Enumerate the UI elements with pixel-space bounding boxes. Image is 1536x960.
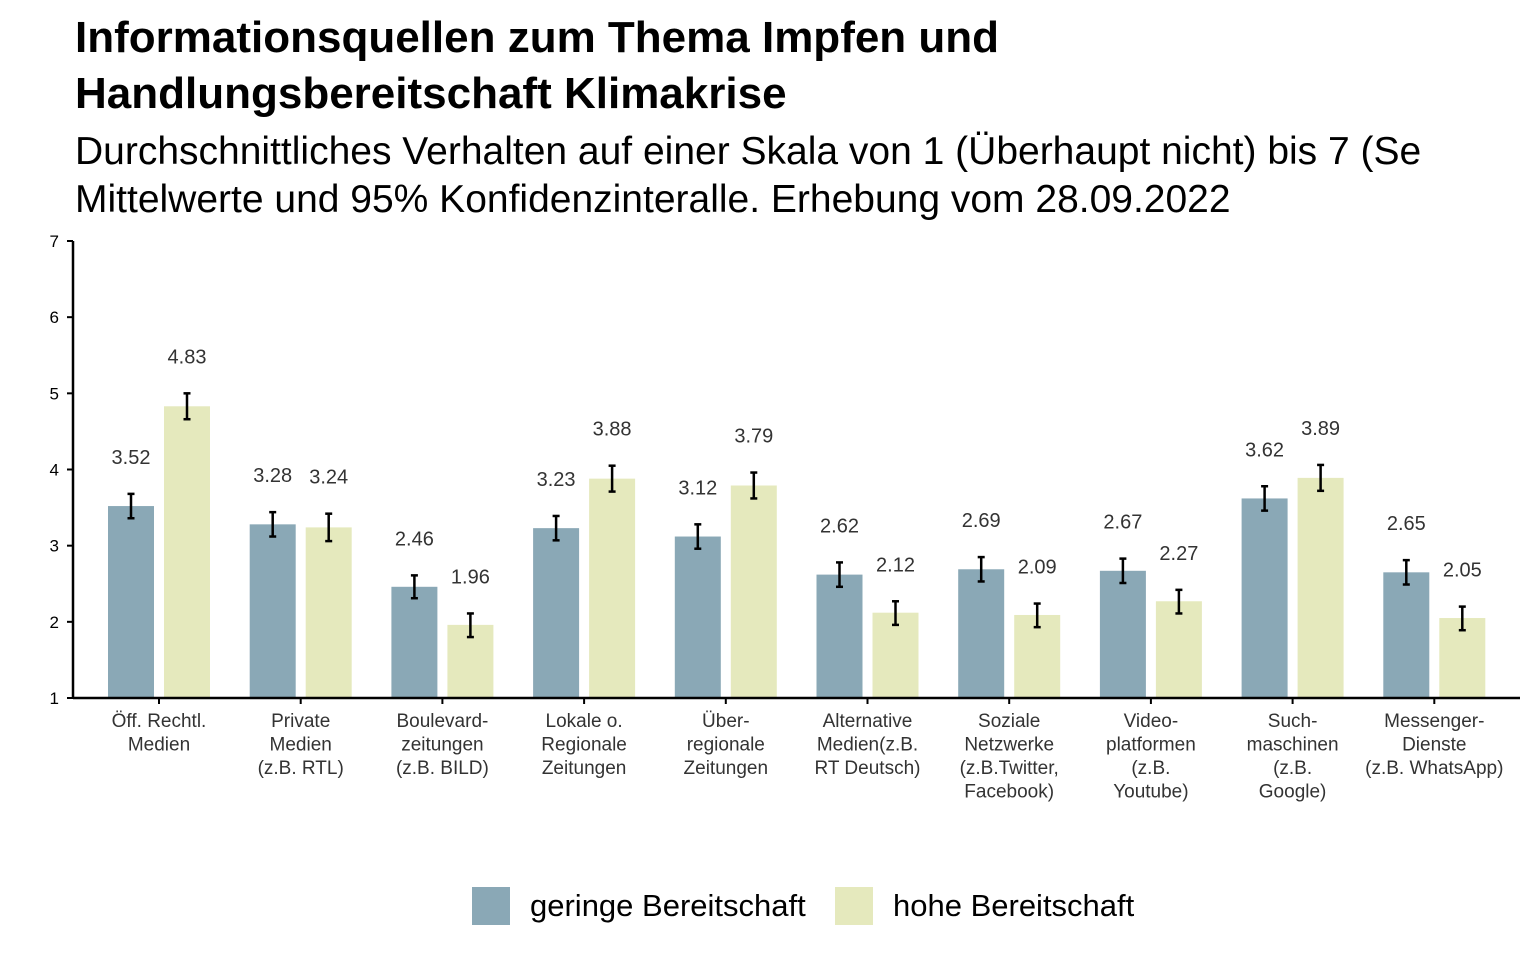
x-tick-label-9-2: (z.B. WhatsApp)	[1365, 758, 1503, 779]
x-tick-label-6-2: (z.B.Twitter,	[960, 758, 1059, 779]
bar-geringe-8	[1241, 498, 1288, 698]
bar-geringe-3	[533, 528, 580, 698]
x-tick-label-9-0: Messenger-	[1384, 711, 1484, 732]
chart-title: Informationsquellen zum Thema Impfen und…	[75, 10, 1275, 122]
bar-hohe-3	[589, 478, 636, 698]
x-tick-label-9-1: Dienste	[1402, 735, 1466, 756]
y-tick-label-0: 1	[50, 689, 59, 708]
bar-hohe-5	[872, 612, 919, 698]
value-label-0-4: 3.12	[678, 477, 717, 499]
x-tick-label-7-0: Video-	[1124, 711, 1179, 732]
legend-label-geringe: geringe Bereitschaft	[530, 888, 806, 923]
x-tick-label-2-2: (z.B. BILD)	[396, 758, 489, 779]
legend-swatch-geringe	[472, 887, 510, 925]
x-tick-label-6-1: Netzwerke	[964, 735, 1054, 756]
x-tick-label-3-1: Regionale	[541, 735, 627, 756]
value-label-1-8: 3.89	[1301, 418, 1340, 440]
bar-hohe-6	[1014, 614, 1061, 698]
x-tick-label-8-1: maschinen	[1247, 735, 1339, 756]
x-tick-label-3-0: Lokale o.	[546, 711, 623, 732]
bar-hohe-4	[730, 485, 777, 698]
x-tick-label-6-0: Soziale	[978, 711, 1040, 732]
x-tick-label-1-1: Medien	[270, 735, 332, 756]
x-tick-label-5-2: RT Deutsch)	[815, 758, 921, 779]
value-label-0-3: 3.23	[537, 469, 576, 491]
legend-swatch-hohe	[835, 887, 873, 925]
bar-geringe-0	[108, 506, 154, 698]
chart-subtitle: Durchschnittliches Verhalten auf einer S…	[75, 128, 1536, 224]
x-tick-label-4-2: Zeitungen	[684, 758, 769, 779]
x-tick-label-3-2: Zeitungen	[542, 758, 627, 779]
chart-subtitle-line-2: Mittelwerte und 95% Konfidenzinteralle. …	[75, 178, 1231, 221]
value-label-1-1: 3.24	[309, 467, 348, 489]
value-label-0-2: 2.46	[395, 528, 434, 550]
chart-title-line-2: Handlungsbereitschaft Klimakrise	[75, 69, 787, 118]
bar-geringe-2	[391, 586, 438, 698]
bar-hohe-0	[164, 406, 210, 698]
x-tick-label-5-1: Medien(z.B.	[817, 735, 918, 756]
value-label-1-5: 2.12	[876, 554, 915, 576]
x-tick-label-0-1: Medien	[128, 735, 190, 756]
x-tick-label-7-1: platformen	[1106, 735, 1196, 756]
x-tick-label-4-1: regionale	[687, 735, 765, 756]
bar-geringe-9	[1383, 572, 1430, 698]
value-label-0-5: 2.62	[820, 515, 859, 537]
value-label-0-9: 2.65	[1387, 513, 1426, 535]
value-label-0-1: 3.28	[253, 465, 292, 487]
value-label-0-8: 3.62	[1245, 439, 1284, 461]
value-label-1-4: 3.79	[734, 426, 773, 448]
x-tick-label-2-0: Boulevard-	[396, 711, 488, 732]
value-label-1-7: 2.27	[1159, 543, 1198, 565]
value-label-1-0: 4.83	[168, 346, 207, 368]
x-tick-label-1-2: (z.B. RTL)	[258, 758, 344, 779]
x-tick-label-2-1: zeitungen	[401, 735, 483, 756]
legend-item-geringe: geringe Bereitschaft	[472, 884, 806, 928]
y-tick-label-5: 6	[50, 308, 59, 327]
bar-geringe-1	[249, 524, 296, 698]
bar-geringe-4	[674, 536, 721, 698]
x-tick-label-8-3: Google)	[1259, 782, 1327, 803]
x-tick-label-5-0: Alternative	[823, 711, 913, 732]
x-tick-label-8-2: (z.B.	[1273, 758, 1312, 779]
value-label-1-6: 2.09	[1018, 557, 1057, 579]
legend: geringe Bereitschaft hohe Bereitschaft	[0, 884, 1536, 928]
value-label-1-3: 3.88	[593, 419, 632, 441]
legend-label-hohe: hohe Bereitschaft	[893, 888, 1135, 923]
bar-hohe-7	[1155, 601, 1202, 698]
x-tick-label-8-0: Such-	[1268, 711, 1318, 732]
value-label-0-0: 3.52	[112, 447, 151, 469]
x-tick-label-7-3: Youtube)	[1113, 782, 1188, 803]
x-tick-label-1-0: Private	[271, 711, 330, 732]
y-tick-label-2: 3	[50, 537, 59, 556]
legend-item-hohe: hohe Bereitschaft	[835, 884, 1134, 928]
value-label-0-7: 2.67	[1103, 512, 1142, 534]
y-tick-label-1: 2	[50, 613, 59, 632]
bar-geringe-6	[958, 569, 1005, 698]
chart-subtitle-line-1: Durchschnittliches Verhalten auf einer S…	[75, 130, 1422, 173]
x-tick-label-0-0: Öff. Rechtl.	[112, 711, 207, 732]
bar-geringe-7	[1099, 570, 1146, 698]
value-label-1-2: 1.96	[451, 566, 490, 588]
value-label-1-9: 2.05	[1443, 560, 1482, 582]
bar-geringe-5	[816, 574, 863, 698]
bar-hohe-8	[1297, 477, 1344, 698]
bar-hohe-1	[305, 527, 352, 698]
chart-title-line-1: Informationsquellen zum Thema Impfen und	[75, 13, 1000, 62]
y-tick-label-4: 5	[50, 384, 59, 403]
x-tick-label-6-3: Facebook)	[964, 782, 1054, 803]
x-tick-label-4-0: Über-	[702, 711, 750, 732]
x-tick-label-7-2: (z.B.	[1131, 758, 1170, 779]
value-label-0-6: 2.69	[962, 510, 1001, 532]
y-tick-label-6: 7	[50, 232, 59, 251]
y-tick-label-3: 4	[50, 461, 59, 480]
